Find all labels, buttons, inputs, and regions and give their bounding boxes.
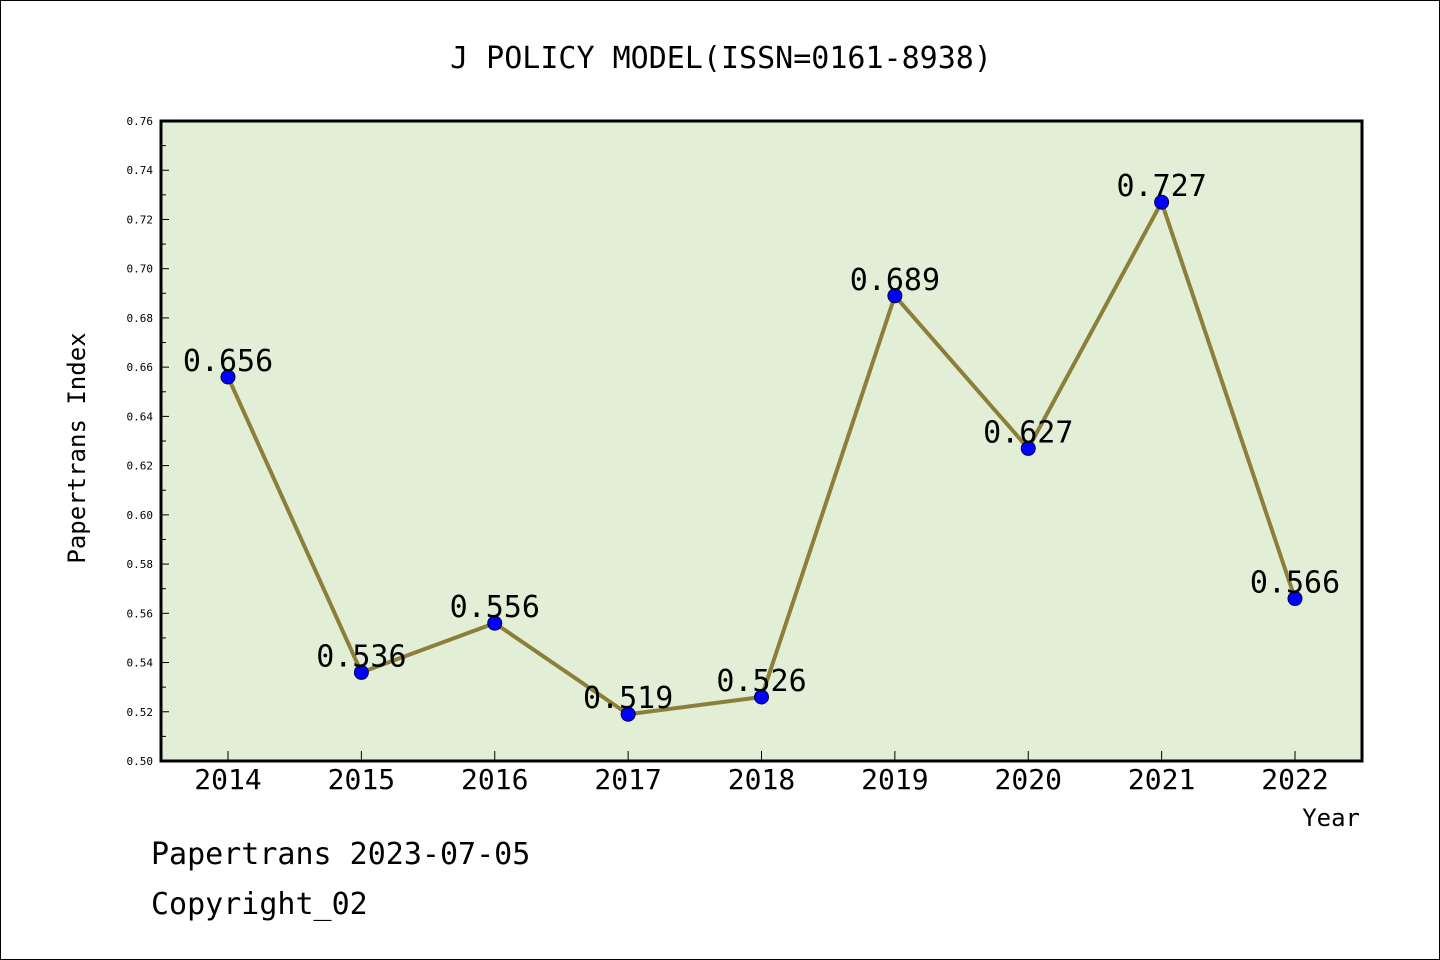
footer-date: Papertrans 2023-07-05: [151, 837, 531, 872]
data-label: 0.556: [450, 590, 540, 625]
y-tick-label: 0.74: [127, 164, 154, 177]
data-labels: 0.656 0.536 0.556 0.519 0.526 0.689 0.627 0.727…: [183, 169, 1340, 716]
data-point: [487, 615, 503, 631]
data-point: [220, 369, 236, 385]
y-axis-label: Papertrans Index: [63, 332, 91, 563]
data-label: 0.536: [316, 639, 406, 674]
y-tick-label: 0.60: [127, 509, 154, 522]
data-label: 0.526: [716, 664, 806, 699]
x-tick-label: 2015: [328, 763, 395, 796]
data-point: [353, 664, 369, 680]
data-label: 0.689: [850, 263, 940, 298]
y-tick-label: 0.70: [127, 263, 154, 276]
x-tick-label: 2022: [1261, 763, 1328, 796]
y-tick-label: 0.50: [127, 755, 154, 768]
y-tick-label: 0.58: [127, 558, 154, 571]
footer-copyright: Copyright_02: [151, 887, 368, 922]
y-tick-label: 0.52: [127, 706, 154, 719]
data-point: [1020, 440, 1036, 456]
y-tick-label: 0.72: [127, 213, 154, 226]
data-point: [754, 689, 769, 705]
chart-title: J POLICY MODEL(ISSN=0161-8938): [450, 41, 992, 76]
y-tick-label: 0.66: [127, 361, 154, 374]
y-axis: 0.50 0.52 0.54 0.56 0.58 0.60 0.62 0.64 0.66 0.68…: [127, 115, 169, 768]
data-label: 0.566: [1250, 566, 1340, 601]
x-tick-label: 2017: [594, 763, 661, 796]
plot-area: [159, 119, 1364, 763]
data-label: 0.656: [183, 344, 273, 379]
x-tick-label: 2016: [461, 763, 528, 796]
x-tick-label: 2018: [728, 763, 795, 796]
data-point: [887, 288, 903, 304]
y-tick-label: 0.62: [127, 460, 154, 473]
y-tick-label: 0.56: [127, 607, 154, 620]
x-axis-label: Year: [1302, 804, 1360, 832]
x-tick-label: 2021: [1128, 763, 1195, 796]
y-tick-label: 0.54: [127, 657, 154, 670]
series-markers: [220, 194, 1303, 722]
data-point: [1154, 194, 1170, 210]
data-label: 0.727: [1116, 169, 1206, 204]
x-tick-label: 2019: [861, 763, 928, 796]
data-label: 0.627: [983, 415, 1073, 450]
data-point: [1287, 591, 1303, 607]
x-axis: 2014 2015 2016 2017 2018 2019 2020 2021 2022: [194, 751, 1329, 796]
data-label: 0.519: [583, 681, 673, 716]
y-tick-label: 0.76: [127, 115, 154, 128]
y-tick-label: 0.68: [127, 312, 154, 325]
x-tick-label: 2014: [194, 763, 261, 796]
data-point: [620, 706, 636, 722]
x-tick-label: 2020: [995, 763, 1062, 796]
y-tick-label: 0.64: [127, 410, 154, 423]
